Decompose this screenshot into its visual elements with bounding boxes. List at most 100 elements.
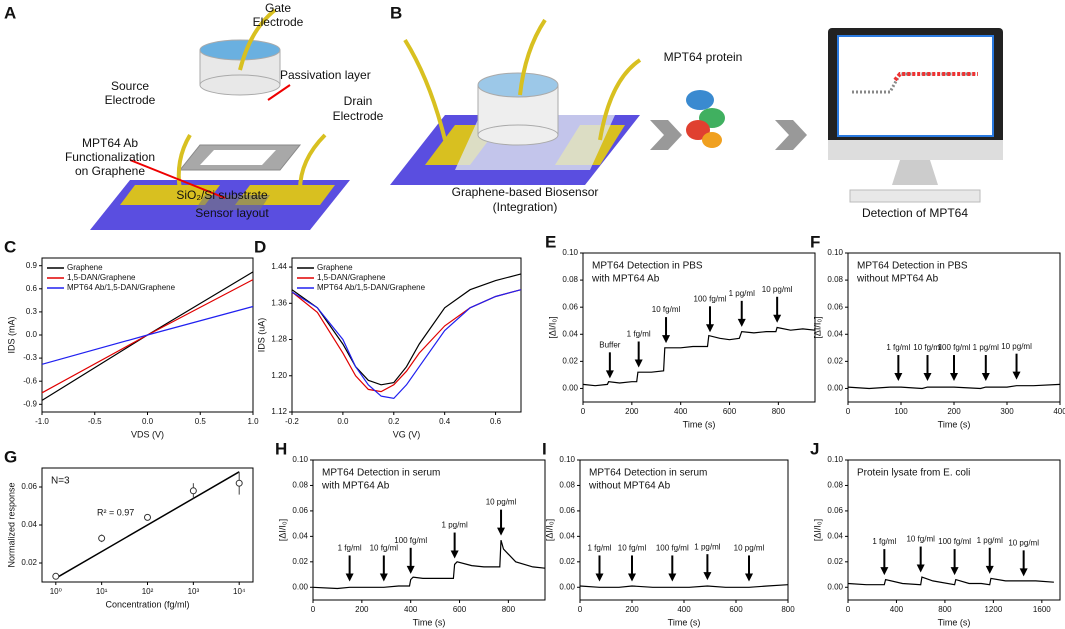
annotation: 100 fg/ml	[394, 536, 427, 545]
ab-pointer	[129, 159, 226, 199]
legend-label: MPT64 Ab/1,5-DAN/Graphene	[317, 283, 426, 292]
annotation: 1 pg/ml	[442, 521, 468, 530]
y-tick-label: 0.04	[292, 531, 308, 540]
y-axis-label: [ΔI/I₀]	[277, 519, 287, 541]
annotation: 10 pg/ml	[734, 544, 765, 553]
x-tick-label: 800	[772, 407, 786, 416]
x-tick-label: 0.5	[195, 417, 207, 426]
arrow-head	[880, 567, 889, 576]
x-tick-label: 10²	[142, 587, 154, 596]
annotation: with MPT64 Ab	[591, 274, 660, 285]
chart: E 0 200 400 600 800 0.00 0.02 0.04 0.06 0.08 0.10 Ti…	[545, 232, 816, 429]
arrow-head	[950, 373, 958, 382]
data-point	[144, 513, 151, 521]
y-tick-label: 0.10	[562, 248, 578, 257]
arrow-head	[745, 573, 753, 582]
y-tick-label: 0.06	[292, 506, 308, 515]
panel-letter: B	[390, 3, 402, 22]
data-line	[291, 289, 522, 393]
panel-letter: E	[545, 232, 556, 251]
label: MPT64 protein	[664, 50, 743, 64]
chart: G 10⁰ 10¹ 10² 10³ 10⁴ 0.02 0.04 0.06 Concentratio…	[4, 447, 254, 609]
legend-label: MPT64 Ab/1,5-DAN/Graphene	[67, 283, 176, 292]
x-tick-label: 0	[846, 407, 851, 416]
annotation: 1 fg/ml	[886, 343, 910, 352]
annotation: 100 fg/ml	[656, 544, 689, 553]
y-tick-label: 0.04	[562, 329, 578, 338]
annotation: without MPT64 Ab	[856, 274, 939, 285]
y-tick-label: 0.10	[827, 248, 843, 257]
y-tick-label: 1.20	[271, 371, 287, 380]
chevron	[650, 120, 682, 150]
x-tick-label: 0.4	[439, 417, 451, 426]
y-tick-label: 0.02	[827, 557, 843, 566]
arrow-head	[1012, 371, 1021, 380]
x-tick-label: 0	[311, 605, 316, 614]
label: Electrode	[105, 93, 156, 107]
x-tick-label: 800	[502, 605, 516, 614]
x-tick-label: 800	[781, 605, 795, 614]
chart: H 0 200 400 600 800 0.00 0.02 0.04 0.06 0.08 0.10 Ti…	[275, 439, 546, 627]
panel-letter: F	[810, 232, 820, 251]
data-line	[579, 584, 789, 588]
y-tick-label: 0.06	[21, 482, 37, 491]
x-axis-label: Time (s)	[938, 419, 971, 429]
panel-letter: J	[810, 439, 819, 458]
label: Electrode	[333, 109, 384, 123]
well-bottom	[477, 124, 559, 146]
data-line	[582, 326, 816, 387]
x-axis-label: VDS (V)	[131, 429, 164, 439]
label: SiO₂/Si substrate	[176, 188, 268, 202]
y-tick-label: 0.10	[827, 455, 843, 464]
integration-illustration: B Graphene-based Biosensor (Integration)…	[390, 3, 1003, 220]
x-tick-label: -0.5	[88, 417, 102, 426]
x-tick-label: 10⁰	[50, 587, 62, 596]
arrow-head	[703, 572, 712, 581]
arrow-head	[923, 373, 932, 382]
y-axis-label: Normalized response	[6, 482, 16, 567]
x-tick-label: 0.0	[142, 417, 154, 426]
label: Passivation layer	[280, 68, 371, 82]
arrow-head	[950, 567, 959, 576]
x-tick-label: 600	[723, 407, 737, 416]
monitor-icon	[828, 28, 1003, 203]
y-tick-label: 0.08	[292, 481, 308, 490]
plot-frame	[582, 252, 816, 403]
chart: J 0 400 800 1200 1600 0.00 0.02 0.04 0.06 0.08 0.10…	[810, 439, 1061, 627]
annotation: 1 fg/ml	[587, 544, 611, 553]
annotation: 1 pg/ml	[729, 289, 755, 298]
arrow-head	[595, 573, 604, 582]
wire	[518, 18, 547, 96]
data-point	[98, 534, 106, 542]
annotation: MPT64 Detection in PBS	[857, 261, 968, 272]
arrow-head	[668, 573, 677, 582]
annotation: 1 pg/ml	[973, 343, 999, 352]
annotation: 1 pg/ml	[977, 536, 1003, 545]
x-axis-label: Time (s)	[668, 617, 701, 627]
arrow-head	[497, 527, 506, 536]
y-tick-label: 0.06	[562, 302, 578, 311]
y-tick-label: 0.00	[292, 582, 308, 591]
label: Functionalization	[65, 150, 155, 164]
caption: (Integration)	[493, 200, 558, 214]
y-tick-label: 0.02	[562, 356, 578, 365]
x-axis-label: Time (s)	[413, 617, 446, 627]
annotation: Buffer	[599, 340, 621, 349]
data-line	[291, 289, 522, 400]
well-bottom	[199, 74, 281, 96]
x-tick-label: 0.2	[388, 417, 400, 426]
arrow-head	[379, 573, 388, 582]
x-axis-label: Time (s)	[683, 419, 716, 429]
data-line	[312, 540, 546, 590]
sensor-illustration: A Gate Electrode Source Electrode Passiv…	[4, 1, 384, 230]
legend-label: Graphene	[317, 263, 353, 272]
x-tick-label: 10¹	[96, 587, 108, 596]
arrow-head	[605, 370, 614, 379]
chart: C -1.0 -0.5 0.0 0.5 1.0 -0.9 -0.6 -0.3 0.0 0.3 0.6 0…	[4, 237, 259, 439]
well-top	[477, 72, 559, 98]
annotation: 10 pg/ml	[1008, 538, 1039, 547]
y-tick-label: 0.02	[827, 356, 843, 365]
data-point	[52, 572, 60, 580]
arrow-head	[1019, 568, 1028, 577]
data-point	[189, 487, 197, 495]
